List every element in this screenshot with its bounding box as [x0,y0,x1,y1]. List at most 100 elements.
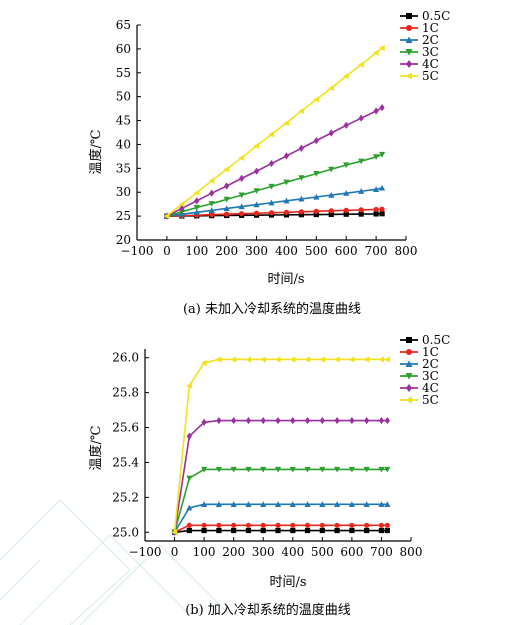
data-point [201,501,208,507]
data-point [238,203,245,210]
data-point [223,166,230,173]
data-point [364,522,370,528]
legend-marker [406,384,412,392]
data-point [224,182,230,190]
series-0.5C [171,527,390,535]
data-point [186,527,192,534]
x-tick-label: 0 [163,244,171,258]
chart-b-axes: −100 0 100 200 300 400 500 600 700 800 25.0 25.2 25.… [112,349,422,559]
data-point [348,501,355,507]
data-point [260,416,266,425]
data-point [209,212,215,218]
y-tick-label: 25.8 [112,386,139,400]
data-point [384,501,391,507]
data-point [319,416,325,425]
data-point [178,201,185,208]
data-point [343,162,350,169]
data-point [201,359,207,367]
legend-label: 3C [422,45,439,59]
data-point [343,121,349,129]
data-point [319,356,325,363]
data-point [231,416,237,425]
data-point [201,527,207,534]
data-point [328,211,334,217]
data-point [245,527,252,534]
data-point [313,96,319,103]
y-tick-label: 55 [116,66,131,80]
data-point [349,527,355,534]
data-point [313,193,320,200]
data-point [328,166,335,173]
data-point [304,416,311,425]
data-point [289,501,296,507]
data-point [298,209,304,215]
data-point [215,501,222,507]
data-point [216,416,222,425]
data-point [186,475,193,482]
data-point [186,382,192,389]
data-point [379,211,385,217]
data-point [364,416,370,425]
y-tick-label: 40 [116,137,131,151]
background-watermark [0,499,231,625]
data-point [239,211,245,217]
series-line [166,106,383,217]
data-point [384,356,390,363]
data-point [378,151,386,158]
data-point [260,527,266,534]
x-tick-label: 100 [185,244,208,258]
data-point [304,527,311,534]
data-point [343,207,349,213]
data-point [283,179,290,186]
data-point [253,167,260,175]
data-point [373,154,380,160]
x-tick-label: 300 [245,244,268,258]
data-point [348,356,355,363]
legend-label: 4C [422,381,439,395]
data-point [283,152,290,160]
chart-a-axes: −100 0 100 200 300 400 500 600 700 800 20 25 30 35 40 4… [116,18,418,258]
data-point [328,208,334,214]
y-tick-label: 60 [116,42,131,56]
data-point [275,527,281,534]
data-point [378,466,385,473]
data-point [274,356,281,363]
data-point [216,527,222,534]
data-point [328,191,335,198]
series-line [166,208,383,217]
data-point [171,529,178,536]
data-point [334,466,341,473]
x-tick-label: 800 [400,545,423,559]
series-line [173,503,388,533]
data-point [193,189,200,196]
data-point [268,199,275,206]
legend-label: 3C [422,369,439,383]
legend-label: 2C [422,33,439,47]
y-tick-label: 25 [116,209,131,223]
legend-item: 1C [400,345,439,359]
data-point [260,356,266,363]
data-point [268,210,275,216]
data-point [283,119,290,127]
data-point [238,154,245,161]
data-point [304,466,311,473]
data-point [319,466,326,473]
data-point [230,356,237,363]
legend-item: 5C [400,69,439,83]
series-line [173,419,388,533]
legend-label: 1C [422,345,439,359]
data-point [358,158,365,165]
legend-item: 5C [400,393,439,407]
data-point [384,416,390,425]
data-point [349,522,355,528]
chart-a-x-axis-label: 时间/s [267,272,304,287]
data-point [289,356,296,363]
data-point [373,206,379,213]
series-5C [163,44,385,220]
data-point [364,527,370,534]
x-tick-label: 600 [340,545,363,559]
data-point [358,211,364,217]
data-point [253,201,260,208]
series-line [166,212,383,217]
x-tick-label: 700 [365,244,388,258]
